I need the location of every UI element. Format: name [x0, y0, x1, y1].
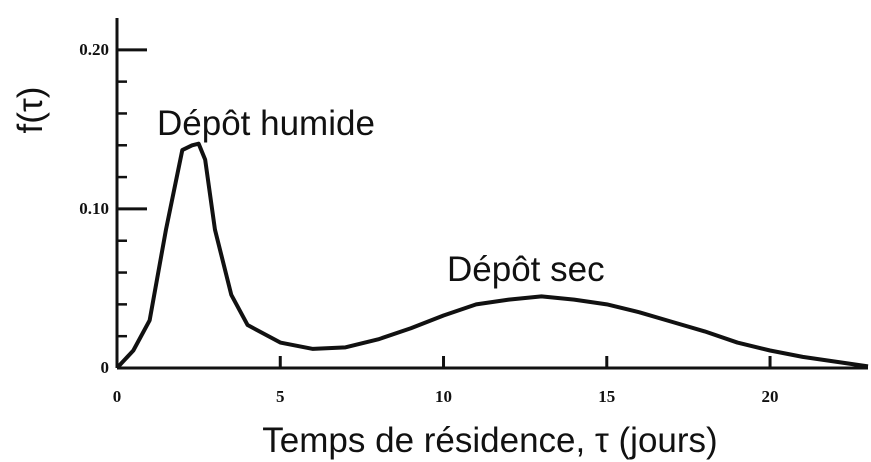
y-axis-label: f(τ) [11, 87, 50, 134]
x-tick-label: 20 [762, 387, 779, 406]
x-tick-label: 0 [113, 387, 122, 406]
annotation: Dépôt sec [447, 250, 605, 289]
x-axis-label: Temps de résidence, τ (jours) [262, 421, 717, 460]
y-tick-label: 0 [101, 358, 110, 377]
y-tick-label: 0.20 [79, 40, 109, 59]
x-tick-label: 5 [276, 387, 285, 406]
y-tick-label: 0.10 [79, 199, 109, 218]
annotation: Dépôt humide [157, 104, 375, 143]
line [115, 141, 869, 370]
x-tick-label: 10 [435, 387, 452, 406]
x-tick-label: 15 [598, 387, 615, 406]
